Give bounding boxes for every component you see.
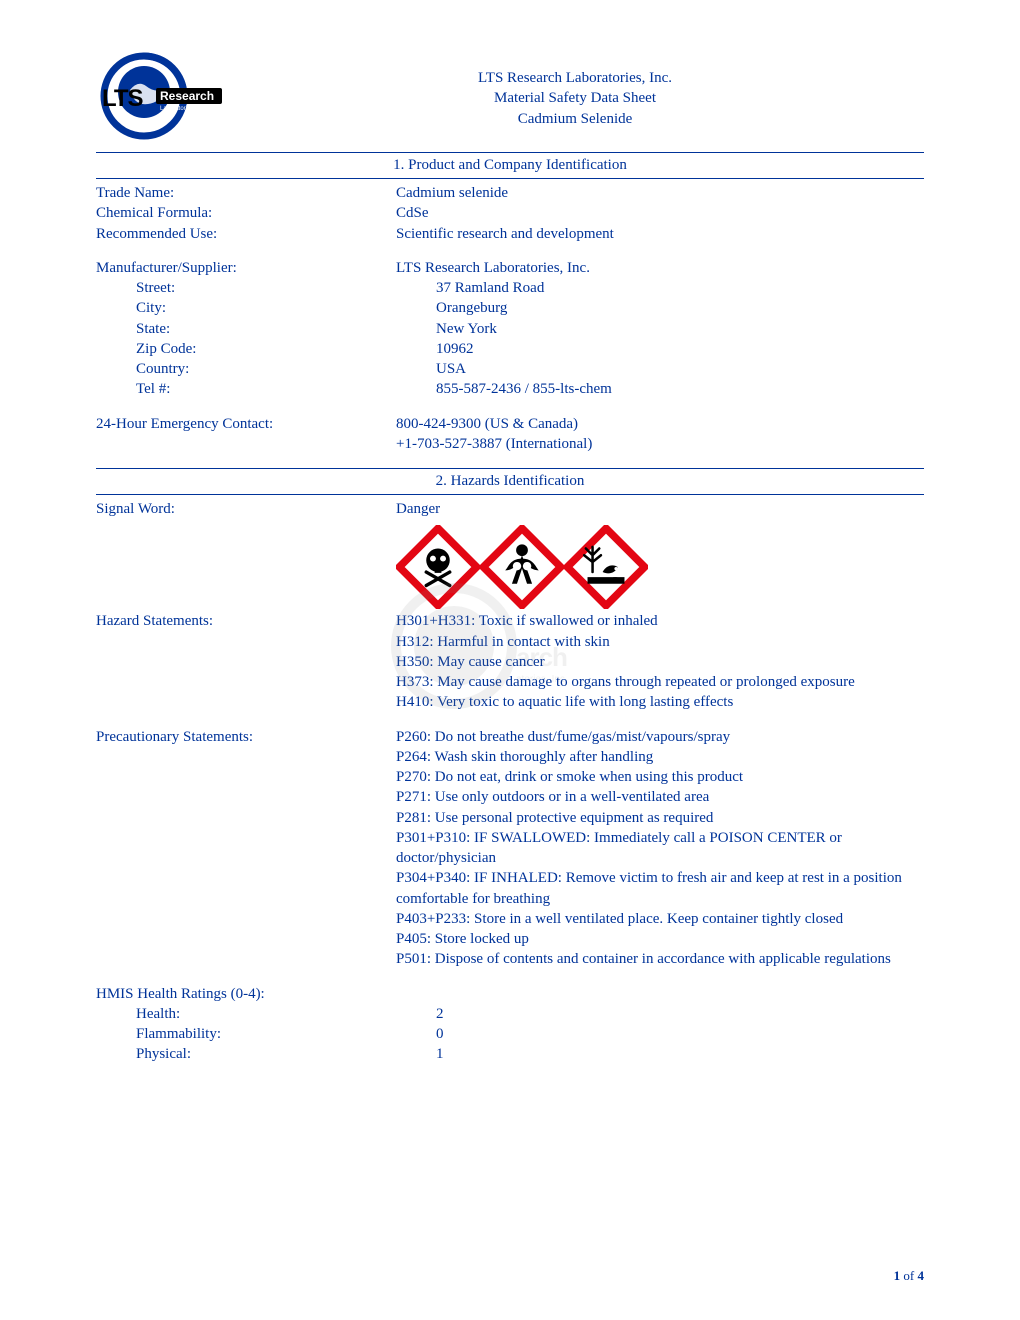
ghs-toxic-icon xyxy=(396,525,480,609)
page: arch atories, Inc. LTS Research Laborato… xyxy=(0,0,1020,1320)
city-label: City: xyxy=(96,298,436,318)
hmis-label: HMIS Health Ratings (0-4): xyxy=(96,984,396,1004)
prec-p9: P405: Store locked up xyxy=(396,929,924,949)
svg-text:Research: Research xyxy=(160,89,214,103)
prec-p7: P304+P340: IF INHALED: Remove victim to … xyxy=(396,868,924,909)
signal-word-value: Danger xyxy=(396,499,924,519)
trade-name-label: Trade Name: xyxy=(96,183,396,203)
page-of: of xyxy=(900,1268,917,1283)
hmis-flammability-label: Flammability: xyxy=(96,1024,436,1044)
divider xyxy=(96,178,924,179)
precautionary-label: Precautionary Statements: xyxy=(96,727,396,747)
prec-p5: P281: Use personal protective equipment … xyxy=(396,808,924,828)
divider xyxy=(96,468,924,469)
formula-label: Chemical Formula: xyxy=(96,203,396,223)
street-value: 37 Ramland Road xyxy=(436,278,924,298)
hmis-health-value: 2 xyxy=(436,1004,924,1024)
prec-p10: P501: Dispose of contents and container … xyxy=(396,949,924,969)
prec-p1: P260: Do not breathe dust/fume/gas/mist/… xyxy=(396,727,924,747)
divider xyxy=(96,494,924,495)
page-total: 4 xyxy=(918,1268,925,1283)
emergency-value-2: +1-703-527-3887 (International) xyxy=(396,434,924,454)
header-company: LTS Research Laboratories, Inc. xyxy=(226,68,924,88)
tel-label: Tel #: xyxy=(96,379,436,399)
header-substance: Cadmium Selenide xyxy=(226,109,924,129)
trade-name-value: Cadmium selenide xyxy=(396,183,924,203)
use-value: Scientific research and development xyxy=(396,224,924,244)
prec-p2: P264: Wash skin thoroughly after handlin… xyxy=(396,747,924,767)
supplier-label: Manufacturer/Supplier: xyxy=(96,258,396,278)
hazard-statements-label: Hazard Statements: xyxy=(96,611,396,631)
divider xyxy=(96,152,924,153)
hazard-h5: H410: Very toxic to aquatic life with lo… xyxy=(396,692,924,712)
hmis-flammability-value: 0 xyxy=(436,1024,924,1044)
company-logo: LTS Research Laboratories, Inc. xyxy=(96,48,226,144)
ghs-environment-icon xyxy=(564,525,648,609)
country-label: Country: xyxy=(96,359,436,379)
ghs-pictograms xyxy=(396,525,924,609)
country-value: USA xyxy=(436,359,924,379)
prec-p6: P301+P310: IF SWALLOWED: Immediately cal… xyxy=(396,828,924,869)
hazard-h4: H373: May cause damage to organs through… xyxy=(396,672,924,692)
emergency-value-1: 800-424-9300 (US & Canada) xyxy=(396,414,924,434)
ghs-health-hazard-icon xyxy=(480,525,564,609)
street-label: Street: xyxy=(96,278,436,298)
section1-title: 1. Product and Company Identification xyxy=(96,157,924,174)
state-label: State: xyxy=(96,319,436,339)
document-header: LTS Research Laboratories, Inc. LTS Rese… xyxy=(96,48,924,144)
hmis-physical-label: Physical: xyxy=(96,1044,436,1064)
city-value: Orangeburg xyxy=(436,298,924,318)
hmis-health-label: Health: xyxy=(96,1004,436,1024)
section2-title: 2. Hazards Identification xyxy=(96,473,924,490)
formula-value: CdSe xyxy=(396,203,924,223)
hazard-h1: H301+H331: Toxic if swallowed or inhaled xyxy=(396,611,924,631)
use-label: Recommended Use: xyxy=(96,224,396,244)
page-footer: 1 of 4 xyxy=(894,1268,924,1284)
svg-text:Laboratories, Inc.: Laboratories, Inc. xyxy=(160,106,207,112)
header-doc-type: Material Safety Data Sheet xyxy=(226,88,924,108)
hazard-h3: H350: May cause cancer xyxy=(396,652,924,672)
hmis-physical-value: 1 xyxy=(436,1044,924,1064)
zip-value: 10962 xyxy=(436,339,924,359)
state-value: New York xyxy=(436,319,924,339)
zip-label: Zip Code: xyxy=(96,339,436,359)
emergency-label: 24-Hour Emergency Contact: xyxy=(96,414,396,434)
hazard-h2: H312: Harmful in contact with skin xyxy=(396,632,924,652)
prec-p8: P403+P233: Store in a well ventilated pl… xyxy=(396,909,924,929)
svg-text:LTS: LTS xyxy=(102,85,144,112)
prec-p3: P270: Do not eat, drink or smoke when us… xyxy=(396,767,924,787)
signal-word-label: Signal Word: xyxy=(96,499,396,519)
tel-value: 855-587-2436 / 855-lts-chem xyxy=(436,379,924,399)
supplier-value: LTS Research Laboratories, Inc. xyxy=(396,258,924,278)
prec-p4: P271: Use only outdoors or in a well-ven… xyxy=(396,787,924,807)
